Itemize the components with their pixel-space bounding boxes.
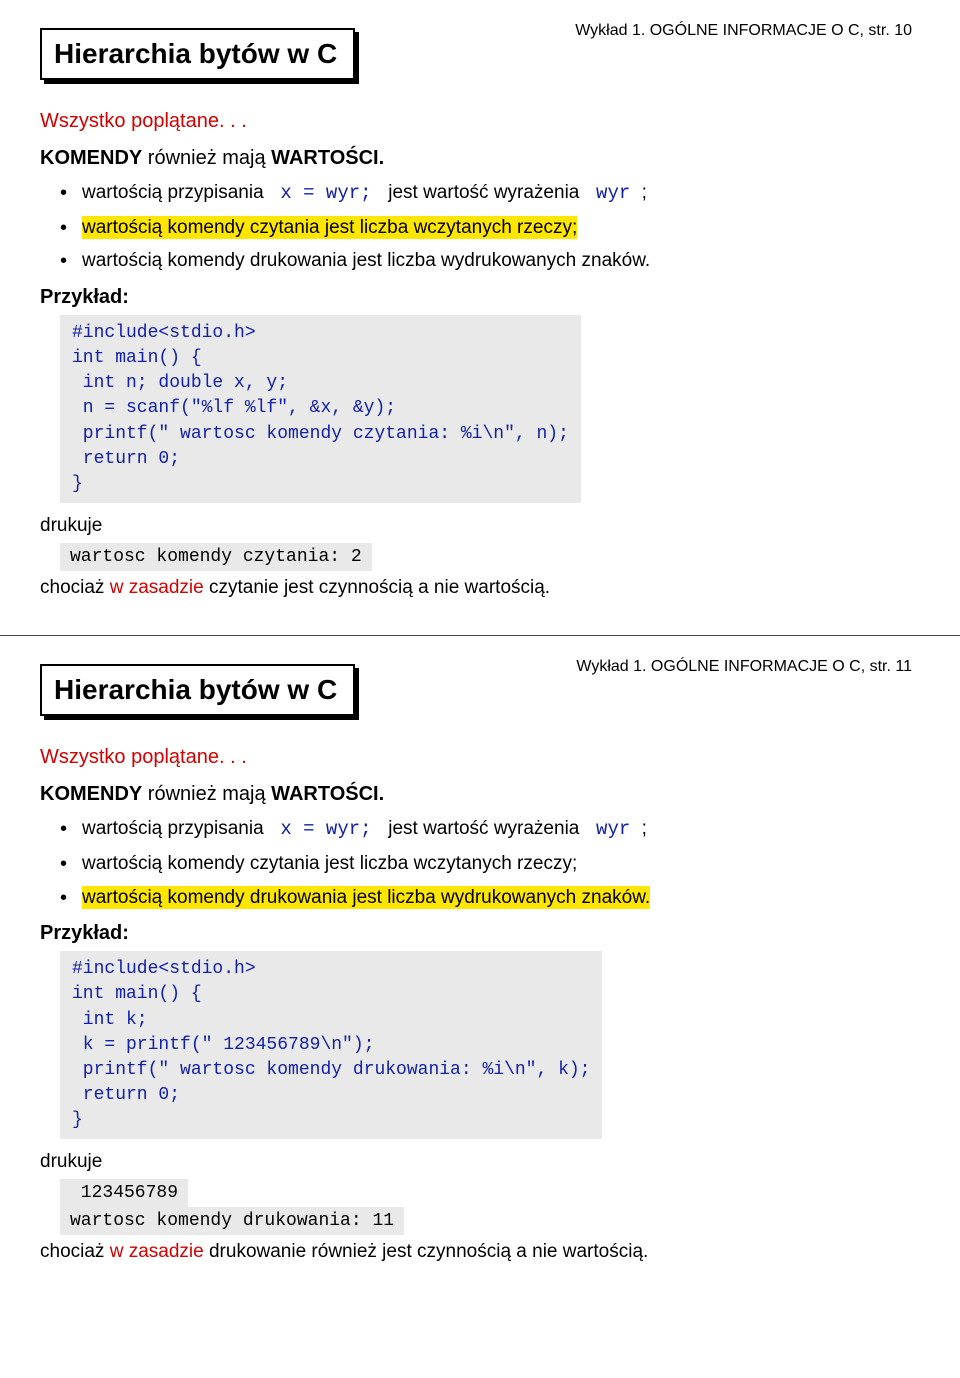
komendy-prefix: KOMENDY [40,147,142,169]
bullet-3: wartością komendy drukowania jest liczba… [40,248,920,274]
page-header: Wykład 1. OGÓLNE INFORMACJE O C, str. 10 [575,22,912,40]
przyklad-label: Przykład: [40,922,920,945]
komendy-mid: również mają [142,783,271,805]
b1-mid: jest wartość wyrażenia [383,182,585,203]
b1-mid: jest wartość wyrażenia [383,818,585,839]
subtitle: Wszystko poplątane. . . [40,110,920,133]
foot-red: w zasadzie [110,1241,204,1262]
slide-title: Hierarchia bytów w C [40,28,355,80]
b1-code2: wyr [585,818,642,840]
bullet-2: wartością komendy czytania jest liczba w… [40,851,920,877]
b2-text: wartością komendy czytania jest liczba w… [82,216,577,239]
code-block: #include<stdio.h> int main() { int k; k … [60,951,602,1139]
komendy-mid: również mają [142,147,271,169]
bullet-2: wartością komendy czytania jest liczba w… [40,215,920,241]
output-line-2: wartosc komendy drukowania: 11 [60,1207,404,1235]
przyklad-label: Przykład: [40,286,920,309]
slide-10: Wykład 1. OGÓLNE INFORMACJE O C, str. 10… [0,0,960,636]
foot-red: w zasadzie [110,577,204,598]
foot-post: drukowanie również jest czynnością a nie… [204,1241,649,1262]
slide-title: Hierarchia bytów w C [40,664,355,716]
bullet-1: wartością przypisania x = wyr; jest wart… [40,180,920,207]
footnote: chociaż w zasadzie drukowanie również je… [40,1241,920,1263]
komendy-suffix: WARTOŚCI. [271,147,384,169]
drukuje-label: drukuje [40,515,920,537]
footnote: chociaż w zasadzie czytanie jest czynnoś… [40,577,920,599]
b1-pre: wartością przypisania [82,818,269,839]
b2-text: wartością komendy czytania jest liczba w… [82,853,577,874]
b1-code1: x = wyr; [269,818,383,840]
output-line-1: 123456789 [60,1179,188,1207]
foot-pre: chociaż [40,577,110,598]
komendy-line: KOMENDY również mają WARTOŚCI. [40,783,920,806]
slide-11: Wykład 1. OGÓLNE INFORMACJE O C, str. 11… [0,636,960,1299]
b1-pre: wartością przypisania [82,182,269,203]
bullet-list: wartością przypisania x = wyr; jest wart… [40,180,920,274]
foot-post: czytanie jest czynnością a nie wartością… [204,577,550,598]
subtitle: Wszystko poplątane. . . [40,746,920,769]
output-block: wartosc komendy czytania: 2 [60,543,372,571]
b1-post: ; [642,818,647,839]
b1-post: ; [642,182,647,203]
b3-text: wartością komendy drukowania jest liczba… [82,886,650,909]
b1-code1: x = wyr; [269,182,383,204]
b3-text: wartością komendy drukowania jest liczba… [82,250,650,271]
code-block: #include<stdio.h> int main() { int n; do… [60,315,581,503]
drukuje-label: drukuje [40,1151,920,1173]
b1-code2: wyr [585,182,642,204]
komendy-prefix: KOMENDY [40,783,142,805]
foot-pre: chociaż [40,1241,110,1262]
bullet-3: wartością komendy drukowania jest liczba… [40,885,920,911]
komendy-line: KOMENDY również mają WARTOŚCI. [40,147,920,170]
komendy-suffix: WARTOŚCI. [271,783,384,805]
bullet-list: wartością przypisania x = wyr; jest wart… [40,816,920,910]
bullet-1: wartością przypisania x = wyr; jest wart… [40,816,920,843]
page-header: Wykład 1. OGÓLNE INFORMACJE O C, str. 11 [576,658,912,676]
